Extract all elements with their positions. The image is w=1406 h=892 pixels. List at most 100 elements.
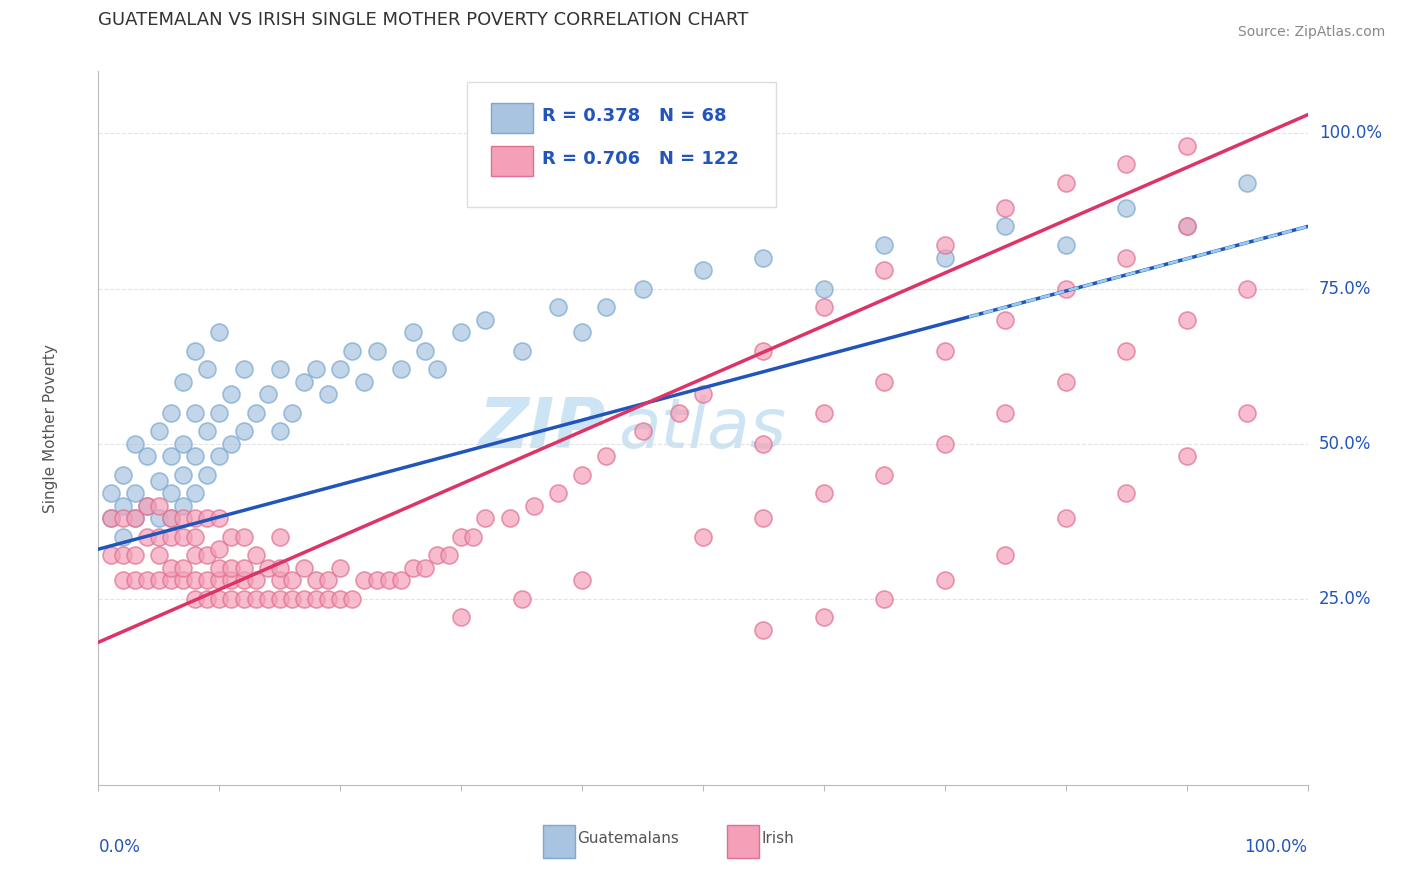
Point bbox=[232, 424, 254, 438]
Point bbox=[571, 325, 593, 339]
Point bbox=[631, 424, 654, 438]
Point bbox=[124, 549, 146, 563]
Text: R = 0.378   N = 68: R = 0.378 N = 68 bbox=[543, 107, 727, 125]
Point bbox=[1054, 176, 1077, 190]
Point bbox=[111, 530, 134, 544]
Point bbox=[172, 573, 194, 587]
Point bbox=[752, 251, 775, 265]
Point bbox=[450, 610, 472, 624]
Point bbox=[160, 561, 183, 575]
Point bbox=[245, 406, 267, 420]
Point bbox=[172, 530, 194, 544]
Point bbox=[994, 201, 1017, 215]
Text: Irish: Irish bbox=[761, 831, 794, 846]
Point bbox=[1054, 375, 1077, 389]
Point bbox=[172, 375, 194, 389]
Point bbox=[873, 238, 896, 252]
Point bbox=[1115, 251, 1137, 265]
Point bbox=[292, 375, 315, 389]
Point bbox=[195, 591, 218, 606]
Text: Source: ZipAtlas.com: Source: ZipAtlas.com bbox=[1237, 25, 1385, 39]
Point bbox=[450, 325, 472, 339]
Point bbox=[873, 263, 896, 277]
Point bbox=[498, 511, 520, 525]
Point bbox=[1115, 486, 1137, 500]
Point bbox=[195, 511, 218, 525]
Point bbox=[752, 623, 775, 637]
Point bbox=[100, 486, 122, 500]
Point bbox=[595, 300, 617, 314]
Text: atlas: atlas bbox=[619, 394, 786, 462]
Point bbox=[292, 561, 315, 575]
Point bbox=[426, 362, 449, 376]
Point bbox=[100, 549, 122, 563]
Point bbox=[135, 573, 157, 587]
Point bbox=[208, 542, 231, 557]
Point bbox=[148, 474, 170, 488]
Point bbox=[316, 573, 339, 587]
Point bbox=[1115, 201, 1137, 215]
Point bbox=[1236, 406, 1258, 420]
Point bbox=[172, 499, 194, 513]
Point bbox=[269, 573, 291, 587]
FancyBboxPatch shape bbox=[543, 825, 575, 858]
Point bbox=[100, 511, 122, 525]
Point bbox=[547, 486, 569, 500]
Text: 0.0%: 0.0% bbox=[98, 838, 141, 856]
Point bbox=[413, 343, 436, 358]
Text: ZIP: ZIP bbox=[479, 394, 606, 462]
Point bbox=[571, 573, 593, 587]
Point bbox=[172, 467, 194, 482]
Text: 100.0%: 100.0% bbox=[1319, 124, 1382, 143]
Point bbox=[172, 436, 194, 450]
Point bbox=[111, 573, 134, 587]
Point bbox=[221, 387, 243, 401]
Point bbox=[752, 436, 775, 450]
Point bbox=[208, 449, 231, 463]
Point bbox=[1054, 511, 1077, 525]
Point bbox=[245, 549, 267, 563]
Point bbox=[269, 362, 291, 376]
Point bbox=[510, 343, 533, 358]
Point bbox=[232, 573, 254, 587]
Point bbox=[305, 573, 328, 587]
Point bbox=[184, 343, 207, 358]
Point bbox=[474, 312, 496, 326]
Point bbox=[100, 511, 122, 525]
Point bbox=[474, 511, 496, 525]
Point bbox=[1115, 157, 1137, 171]
Point bbox=[221, 573, 243, 587]
Point bbox=[269, 561, 291, 575]
Point bbox=[1236, 176, 1258, 190]
Point bbox=[523, 499, 546, 513]
Point bbox=[934, 573, 956, 587]
Point bbox=[221, 436, 243, 450]
Point bbox=[184, 486, 207, 500]
Point bbox=[329, 591, 352, 606]
Point bbox=[292, 591, 315, 606]
Point bbox=[148, 499, 170, 513]
Point bbox=[305, 591, 328, 606]
Point bbox=[366, 343, 388, 358]
Point bbox=[232, 362, 254, 376]
Point bbox=[184, 549, 207, 563]
Point bbox=[221, 530, 243, 544]
Point bbox=[269, 424, 291, 438]
Point bbox=[195, 573, 218, 587]
Point bbox=[329, 561, 352, 575]
Point bbox=[160, 486, 183, 500]
Point bbox=[389, 573, 412, 587]
Point bbox=[208, 561, 231, 575]
Point bbox=[873, 591, 896, 606]
Point bbox=[124, 511, 146, 525]
Point bbox=[269, 591, 291, 606]
Text: GUATEMALAN VS IRISH SINGLE MOTHER POVERTY CORRELATION CHART: GUATEMALAN VS IRISH SINGLE MOTHER POVERT… bbox=[98, 11, 749, 29]
Point bbox=[135, 499, 157, 513]
Point bbox=[994, 312, 1017, 326]
Point bbox=[1236, 281, 1258, 295]
Point bbox=[1175, 219, 1198, 234]
Point bbox=[160, 530, 183, 544]
Point bbox=[111, 511, 134, 525]
Point bbox=[184, 591, 207, 606]
Point bbox=[692, 263, 714, 277]
